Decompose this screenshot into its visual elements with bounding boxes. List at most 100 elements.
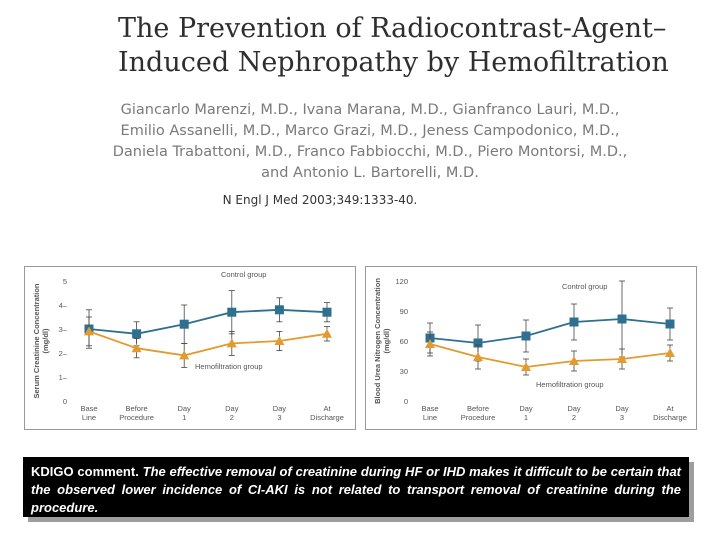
data-point — [425, 339, 435, 348]
comment-lead: KDIGO comment. — [31, 464, 139, 479]
data-point — [569, 317, 579, 327]
data-point — [131, 343, 142, 353]
x-tick-line: Day — [567, 404, 581, 413]
authors-line-2: Emilio Assanelli, M.D., Marco Grazi, M.D… — [120, 123, 620, 139]
y-tick-label: 60 — [400, 337, 408, 346]
data-point — [179, 350, 190, 360]
x-tick-line: Before — [467, 404, 489, 413]
data-point — [665, 348, 675, 357]
x-tick-line: Line — [82, 413, 96, 422]
x-tick-line: Day — [225, 404, 239, 413]
x-tick-line: Day — [615, 404, 629, 413]
data-point — [521, 331, 531, 341]
x-tick-label: Day 3 — [615, 404, 629, 422]
x-tick-line: Day — [178, 404, 192, 413]
x-tick-line: Line — [423, 413, 437, 422]
x-tick-line: 3 — [277, 413, 281, 422]
y-tick-label: 0 — [63, 397, 67, 406]
y-tick-label: 4– — [59, 301, 68, 310]
x-tick-label: At Discharge — [653, 404, 687, 422]
x-tick-label: Before Procedure — [119, 404, 154, 422]
data-point — [569, 356, 579, 365]
data-point — [473, 338, 483, 348]
x-tick-label: Day 2 — [225, 404, 239, 422]
data-point — [274, 305, 284, 315]
creatinine-chart: Serum Creatinine Concentration(mg/dl) 0 1–… — [24, 266, 356, 430]
series-label: Control group — [562, 282, 607, 291]
title-line-1: The Prevention of Radiocontrast-Agent– — [118, 13, 667, 44]
y-axis-label-line: Serum Creatinine Concentration — [32, 283, 41, 398]
data-point — [665, 319, 675, 329]
y-axis-label: Serum Creatinine Concentration(mg/dl) — [32, 283, 50, 398]
y-tick-label: 120 — [395, 277, 408, 286]
x-tick-label: Base Line — [80, 404, 97, 422]
y-tick-label: 3– — [59, 325, 68, 334]
x-tick-line: 2 — [572, 413, 576, 422]
citation: N Engl J Med 2003;349:1333-40. — [222, 193, 418, 207]
data-point — [226, 338, 237, 348]
series-line — [429, 318, 671, 344]
y-axis-label-unit: (mg/dl) — [382, 328, 391, 353]
x-tick-line: Discharge — [653, 413, 687, 422]
x-tick-line: Before — [126, 404, 148, 413]
series-line — [88, 308, 328, 335]
x-tick-line: Procedure — [461, 413, 496, 422]
authors-line-1: Giancarlo Marenzi, M.D., Ivana Marana, M… — [120, 102, 620, 118]
y-tick-label: 0 — [404, 397, 408, 406]
creatinine-chart-svg: Serum Creatinine Concentration(mg/dl) 0 1–… — [32, 270, 344, 422]
title-line-2: Induced Nephropathy by Hemofiltration — [118, 47, 669, 78]
y-axis-label: Blood Urea Nitrogen Concentration(mg/dl) — [373, 278, 391, 404]
x-tick-line: Discharge — [310, 413, 344, 422]
x-tick-label: At Discharge — [310, 404, 344, 422]
x-tick-line: Base — [421, 404, 438, 413]
data-point — [227, 307, 237, 317]
x-tick-line: Base — [80, 404, 97, 413]
kdigo-comment: KDIGO comment. The effective removal of … — [23, 457, 689, 523]
data-point — [521, 362, 531, 371]
comment-body: The effective removal of creatinine duri… — [31, 464, 682, 515]
data-point — [179, 319, 189, 329]
data-point — [132, 329, 142, 339]
kdigo-comment-box: KDIGO comment. The effective removal of … — [23, 457, 689, 517]
x-tick-line: 2 — [230, 413, 234, 422]
y-tick-label: 2– — [59, 349, 68, 358]
authors-line-3: Daniela Trabattoni, M.D., Franco Fabbioc… — [112, 144, 628, 160]
data-point — [84, 326, 94, 336]
x-tick-label: Base Line — [421, 404, 438, 422]
x-tick-line: Day — [273, 404, 287, 413]
x-tick-label: Day 1 — [519, 404, 533, 422]
bun-chart-svg: Blood Urea Nitrogen Concentration(mg/dl)… — [373, 277, 687, 422]
x-tick-line: 3 — [620, 413, 624, 422]
x-tick-line: At — [323, 404, 331, 413]
authors-line-4: and Antonio L. Bartorelli, M.D. — [261, 165, 479, 181]
series-line — [88, 330, 328, 357]
series-label: Hemofiltration group — [195, 362, 263, 371]
series-line — [429, 343, 671, 368]
y-tick-label: 1– — [59, 373, 68, 382]
x-tick-label: Day 3 — [273, 404, 287, 422]
data-point — [322, 307, 332, 317]
x-tick-label: Day 1 — [178, 404, 192, 422]
data-point — [322, 328, 332, 338]
x-tick-line: 1 — [524, 413, 528, 422]
y-axis-label-line: Blood Urea Nitrogen Concentration — [373, 278, 382, 404]
x-tick-line: Day — [519, 404, 533, 413]
y-tick-label: 90 — [400, 307, 408, 316]
data-point — [473, 352, 483, 361]
y-tick-label: 30 — [400, 367, 408, 376]
x-tick-line: Procedure — [119, 413, 154, 422]
x-tick-line: At — [666, 404, 674, 413]
y-tick-label: 5 — [63, 277, 67, 286]
data-point — [274, 336, 285, 345]
series-label: Control group — [221, 270, 266, 279]
author-list: Giancarlo Marenzi, M.D., Ivana Marana, M… — [100, 100, 640, 184]
series-label: Hemofiltration group — [536, 380, 604, 389]
paper-title: The Prevention of Radiocontrast-Agent– I… — [118, 12, 678, 80]
data-point — [617, 354, 627, 363]
bun-chart: Blood Urea Nitrogen Concentration(mg/dl)… — [365, 266, 697, 430]
x-tick-label: Day 2 — [567, 404, 581, 422]
x-tick-line: 1 — [182, 413, 186, 422]
x-tick-label: Before Procedure — [461, 404, 496, 422]
data-point — [617, 314, 627, 324]
y-axis-label-unit: (mg/dl) — [41, 328, 50, 353]
